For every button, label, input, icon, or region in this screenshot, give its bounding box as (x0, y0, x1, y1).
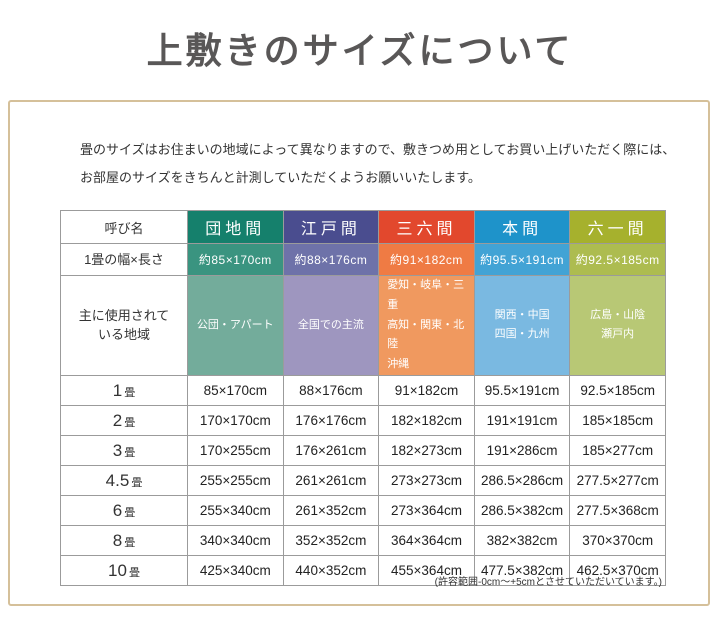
intro-text: 畳のサイズはお住まいの地域によって異なりますので、敷きつめ用としてお買い上げいた… (80, 142, 676, 185)
size-cell: 370×370cm (569, 524, 666, 556)
region-row-label: 主に使用されて いる地域 (60, 275, 188, 376)
size-cell: 92.5×185cm (569, 374, 666, 406)
size-row-label: 4.5 畳 (60, 464, 188, 496)
size-cell: 255×340cm (187, 494, 284, 526)
size-cell: 352×352cm (282, 524, 380, 556)
page-title: 上敷きのサイズについて (146, 31, 574, 71)
column-header-honma: 本間 (473, 210, 571, 244)
size-cell: 255×255cm (187, 464, 284, 496)
size-cell: 261×261cm (282, 464, 380, 496)
width-cell: 約92.5×185cm (569, 243, 666, 276)
table-row: 10 畳 425×340cm 440×352cm 455×364cm 477.5×… (60, 554, 666, 586)
size-cell: 191×286cm (473, 434, 571, 466)
size-cell: 95.5×191cm (473, 374, 571, 406)
size-cell: 440×352cm (282, 554, 380, 586)
size-cell: 182×182cm (378, 404, 475, 436)
region-cell: 公団・アパート (187, 275, 284, 376)
size-cell: 185×185cm (569, 404, 666, 436)
size-cell: 261×352cm (282, 494, 380, 526)
width-cell: 約85×170cm (187, 243, 284, 276)
size-cell: 273×273cm (378, 464, 475, 496)
region-cell: 愛知・岐阜・三重 高知・関東・北陸 沖縄 (378, 275, 475, 376)
size-cell: 176×176cm (282, 404, 380, 436)
size-cell: 170×255cm (187, 434, 284, 466)
region-cell: 広島・山陰 瀬戸内 (569, 275, 666, 376)
size-row-label: 10 畳 (60, 554, 188, 586)
size-cell: 191×191cm (473, 404, 571, 436)
table-row: 4.5 畳 255×255cm 261×261cm 273×273cm 286.5… (60, 464, 666, 496)
size-cell: 176×261cm (282, 434, 380, 466)
size-cell: 286.5×286cm (473, 464, 571, 496)
size-cell: 462.5×370cm (569, 554, 666, 586)
column-header-edoma: 江戸間 (282, 210, 380, 244)
size-cell: 273×364cm (378, 494, 475, 526)
size-cell: 477.5×382cm (473, 554, 571, 586)
width-row: 1畳の幅×長さ 約85×170cm 約88×176cm 約91×182cm 約9… (60, 243, 666, 276)
size-cell: 455×364cm (378, 554, 475, 586)
width-cell: 約91×182cm (378, 243, 475, 276)
region-row: 主に使用されて いる地域 公団・アパート 全国での主流 愛知・岐阜・三重 高知・… (60, 275, 666, 376)
width-row-label: 1畳の幅×長さ (60, 243, 188, 276)
size-cell: 185×277cm (569, 434, 666, 466)
size-cell: 170×170cm (187, 404, 284, 436)
width-cell: 約95.5×191cm (473, 243, 571, 276)
column-header-rokuichima: 六一間 (569, 210, 666, 244)
column-header-sabuma: 三六間 (378, 210, 475, 244)
size-table: 呼び名 団地間 江戸間 三六間 本間 六一間 1畳の幅×長さ 約85×170cm… (60, 210, 666, 586)
size-cell: 85×170cm (187, 374, 284, 406)
corner-header: 呼び名 (60, 210, 188, 244)
column-header-danchima: 団地間 (187, 210, 284, 244)
table-header-row: 呼び名 団地間 江戸間 三六間 本間 六一間 (60, 210, 666, 244)
size-cell: 182×273cm (378, 434, 475, 466)
footnote: (許容範囲-0cm～+5cmとさせていただいています。) (434, 577, 662, 588)
size-cell: 382×382cm (473, 524, 571, 556)
size-cell: 425×340cm (187, 554, 284, 586)
size-cell: 277.5×368cm (569, 494, 666, 526)
size-cell: 88×176cm (282, 374, 380, 406)
content-box: 畳のサイズはお住まいの地域によって異なりますので、敷きつめ用としてお買い上げいた… (8, 100, 710, 606)
size-cell: 340×340cm (187, 524, 284, 556)
region-cell: 関西・中国 四国・九州 (473, 275, 571, 376)
region-cell: 全国での主流 (282, 275, 380, 376)
size-cell: 91×182cm (378, 374, 475, 406)
size-cell: 286.5×382cm (473, 494, 571, 526)
size-cell: 277.5×277cm (569, 464, 666, 496)
width-cell: 約88×176cm (282, 243, 380, 276)
size-cell: 364×364cm (378, 524, 475, 556)
